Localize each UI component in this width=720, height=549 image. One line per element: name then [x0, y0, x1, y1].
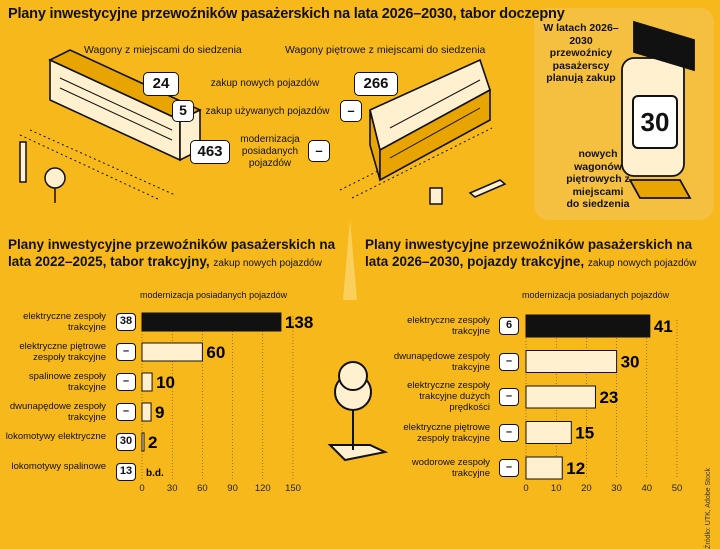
chart2-bar — [525, 456, 563, 480]
stat-label-new: zakup nowych pojazdów — [210, 78, 320, 89]
chart2-bar — [525, 350, 618, 373]
chart2-tick-label: 0 — [523, 483, 528, 494]
chart2-modernizacja-box: – — [499, 423, 519, 442]
callout-text-after: nowych wagonów piętrowych z miejscami do… — [566, 148, 630, 210]
stat-label-used: zakup używanych pojazdów — [205, 106, 330, 117]
chart1-modernizacja-box: 30 — [116, 433, 136, 451]
chart2-subtitle: zakup nowych pojazdów — [587, 258, 697, 269]
stat-new-right: 266 — [354, 72, 398, 96]
chart1-tick-label: 30 — [167, 483, 178, 494]
chart1-box-header: modernizacja posiadanych pojazdów — [140, 290, 288, 300]
page-title: Plany inwestycyjne przewoźników pasażers… — [8, 6, 565, 22]
chart2-bar — [525, 385, 596, 409]
right-train-header: Wagony piętrowe z miejscami do siedzenia — [285, 44, 486, 56]
chart1-plot: 0 30 60 90 120 150 138 60 10 9 2 b.d. — [139, 312, 313, 494]
chart1-bar — [141, 312, 282, 332]
stat-mod-right: – — [308, 140, 330, 162]
source-note: Źródło: UTK, Adobe Stock — [705, 468, 712, 549]
chart1-bar — [141, 372, 153, 392]
chart1-category-label: elektryczne piętrowe zespoły trakcyjne — [19, 341, 106, 363]
chart1-value-label: 138 — [285, 313, 313, 332]
chart2-category-label: dwunapędowe zespoły trakcyjne — [393, 350, 490, 373]
chart2-tick-label: 20 — [581, 483, 592, 494]
chart2-category-label: wodorowe zespoły trakcyjne — [411, 457, 490, 479]
chart1-bar — [141, 342, 203, 362]
bench-icon — [429, 179, 507, 205]
chart2-tick-label: 10 — [551, 483, 562, 494]
chart2-modernizacja-box: – — [499, 459, 519, 477]
tree-icon — [19, 141, 66, 203]
chart1-tick-label: 90 — [227, 483, 238, 494]
chart1-tick-label: 150 — [285, 483, 301, 494]
chart1-tick-label: 60 — [197, 483, 208, 494]
chart1-modernizacja-box: – — [116, 373, 136, 391]
chart2-value-label: 23 — [599, 388, 618, 407]
chart1-category-label: lokomotywy spalinowe — [11, 461, 106, 472]
chart1-modernizacja-box: – — [116, 403, 136, 421]
chart2-modernizacja-box: – — [499, 352, 519, 371]
chart1-value-label: 2 — [148, 433, 157, 452]
chart1-subtitle: zakup nowych pojazdów — [213, 258, 322, 269]
chart1-modernizacja-box: – — [116, 343, 136, 361]
chart1-modernizacja-box: 38 — [116, 313, 136, 331]
chart1-value-label: 10 — [156, 373, 175, 392]
chart1-modernizacja-box: 13 — [116, 463, 136, 481]
stat-used-right: – — [340, 100, 362, 122]
chart1-category-label: dwunapędowe zespoły trakcyjne — [9, 401, 106, 423]
stat-mod-left: 463 — [190, 140, 230, 164]
stat-label-mod: modernizacja posiadanych pojazdów — [240, 134, 300, 169]
chart2-modernizacja-box: – — [499, 388, 519, 406]
chart2-category-label: elektryczne zespoły trakcyjne — [407, 315, 490, 337]
chart1-category-label: elektryczne zespoły trakcyjne — [23, 311, 106, 333]
right-train-illustration — [339, 58, 493, 199]
chart1-value-label: 9 — [155, 403, 164, 422]
left-train-header: Wagony z miejscami do siedzenia — [84, 44, 242, 56]
stat-used-left: 5 — [172, 100, 194, 122]
chart2-category-label: elektryczne zespoły trakcyjne dużych prę… — [407, 380, 490, 413]
chart2-bar — [525, 421, 572, 444]
chart2-title: Plany inwestycyjne przewoźników pasażers… — [365, 236, 705, 272]
illustration-layer — [19, 8, 714, 462]
chart1-value-label: 60 — [206, 343, 225, 362]
chart2-value-label: 30 — [621, 353, 640, 372]
chart1-bar — [141, 432, 145, 452]
chart2-tick-label: 30 — [611, 483, 622, 494]
chart2-value-label: 15 — [575, 424, 594, 443]
chart2-title-text: Plany inwestycyjne przewoźników pasażers… — [365, 237, 693, 269]
callout-text-before: W latach 2026–2030 przewoźnicy pasażersc… — [543, 22, 619, 84]
chart1-category-label: spalinowe zespoły trakcyjne — [28, 371, 106, 393]
chart1-category-label: lokomotywy elektryczne — [5, 431, 106, 442]
chart2-box-header: modernizacja posiadanych pojazdów — [522, 290, 670, 300]
chart2-bar — [525, 314, 651, 338]
chart2-modernizacja-box: 6 — [499, 317, 519, 335]
chart2-tick-label: 40 — [642, 483, 653, 494]
chart1-bar — [141, 402, 152, 422]
chart2-value-label: 12 — [566, 459, 585, 478]
chart2-tick-label: 50 — [672, 483, 683, 494]
chart1-tick-label: 0 — [139, 483, 144, 494]
light-beam — [343, 220, 357, 300]
stat-new-left: 24 — [143, 72, 179, 96]
callout-number: 30 — [632, 95, 678, 149]
chart1-title-text: Plany inwestycyjne przewoźników pasażers… — [8, 237, 336, 269]
chart2-value-label: 41 — [654, 317, 673, 336]
chart2-category-label: elektryczne piętrowe zespoły trakcyjne — [403, 421, 490, 444]
chart1-title: Plany inwestycyjne przewoźników pasażers… — [8, 236, 348, 272]
chart1-value-label: b.d. — [146, 468, 164, 479]
tree-icon-large — [327, 361, 389, 462]
chart1-tick-label: 120 — [255, 483, 271, 494]
